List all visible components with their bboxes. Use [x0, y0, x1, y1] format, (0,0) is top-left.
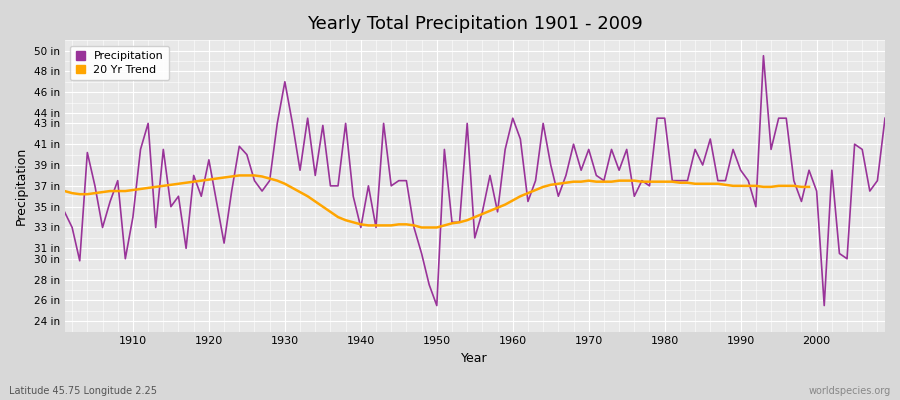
20 Yr Trend: [446, 221, 457, 226]
20 Yr Trend: [804, 184, 814, 189]
Text: worldspecies.org: worldspecies.org: [809, 386, 891, 396]
Y-axis label: Precipitation: Precipitation: [15, 147, 28, 225]
Precipitation: [879, 116, 890, 120]
Precipitation: [515, 137, 526, 142]
Precipitation: [287, 121, 298, 126]
Title: Yearly Total Precipitation 1901 - 2009: Yearly Total Precipitation 1901 - 2009: [307, 15, 643, 33]
20 Yr Trend: [416, 225, 427, 230]
Precipitation: [758, 53, 769, 58]
Precipitation: [120, 256, 130, 261]
20 Yr Trend: [660, 179, 670, 184]
20 Yr Trend: [241, 173, 252, 178]
Precipitation: [59, 210, 70, 214]
Line: Precipitation: Precipitation: [65, 56, 885, 306]
Text: Latitude 45.75 Longitude 2.25: Latitude 45.75 Longitude 2.25: [9, 386, 157, 396]
20 Yr Trend: [265, 176, 275, 181]
Precipitation: [508, 116, 518, 120]
X-axis label: Year: Year: [462, 352, 488, 365]
20 Yr Trend: [234, 173, 245, 178]
20 Yr Trend: [294, 190, 305, 194]
Precipitation: [606, 147, 616, 152]
Legend: Precipitation, 20 Yr Trend: Precipitation, 20 Yr Trend: [70, 46, 168, 80]
20 Yr Trend: [59, 189, 70, 194]
Precipitation: [431, 303, 442, 308]
Precipitation: [333, 184, 344, 188]
20 Yr Trend: [470, 215, 481, 220]
Line: 20 Yr Trend: 20 Yr Trend: [65, 176, 809, 228]
